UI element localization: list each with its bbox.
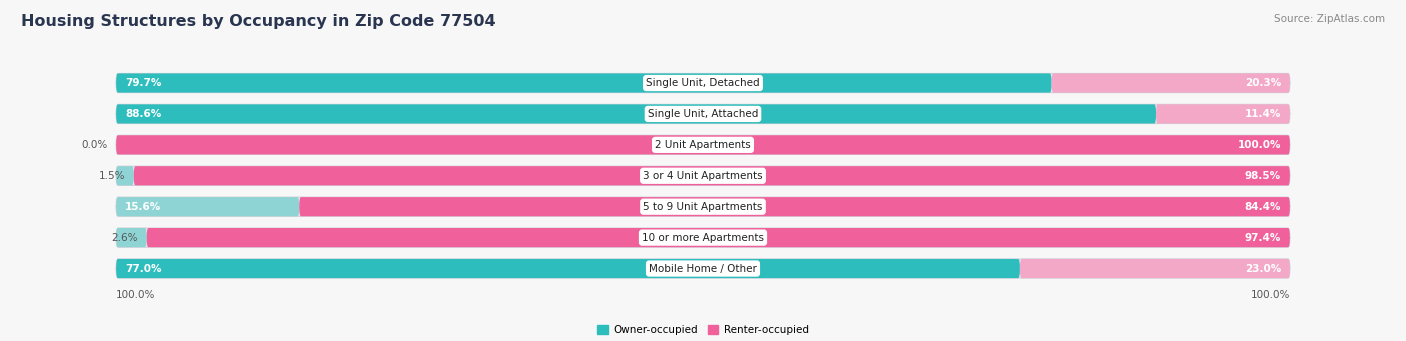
FancyBboxPatch shape — [117, 135, 1289, 154]
Text: 1.5%: 1.5% — [98, 171, 125, 181]
Text: 5 to 9 Unit Apartments: 5 to 9 Unit Apartments — [644, 202, 762, 212]
Text: 20.3%: 20.3% — [1244, 78, 1281, 88]
FancyBboxPatch shape — [117, 104, 1289, 123]
Legend: Owner-occupied, Renter-occupied: Owner-occupied, Renter-occupied — [593, 321, 813, 339]
Text: 100.0%: 100.0% — [1237, 140, 1281, 150]
FancyBboxPatch shape — [299, 197, 1289, 216]
Text: 0.0%: 0.0% — [82, 140, 107, 150]
FancyBboxPatch shape — [117, 166, 1289, 186]
Text: 84.4%: 84.4% — [1244, 202, 1281, 212]
FancyBboxPatch shape — [117, 104, 1156, 123]
FancyBboxPatch shape — [117, 166, 134, 186]
Text: Single Unit, Detached: Single Unit, Detached — [647, 78, 759, 88]
FancyBboxPatch shape — [117, 197, 299, 216]
FancyBboxPatch shape — [134, 166, 1289, 186]
FancyBboxPatch shape — [117, 228, 1289, 247]
Text: 100.0%: 100.0% — [1250, 290, 1289, 299]
Text: 100.0%: 100.0% — [117, 290, 156, 299]
Text: 79.7%: 79.7% — [125, 78, 162, 88]
Text: 97.4%: 97.4% — [1244, 233, 1281, 242]
Text: 98.5%: 98.5% — [1244, 171, 1281, 181]
FancyBboxPatch shape — [117, 197, 1289, 216]
FancyBboxPatch shape — [117, 135, 1289, 154]
Text: 2 Unit Apartments: 2 Unit Apartments — [655, 140, 751, 150]
Text: 23.0%: 23.0% — [1244, 264, 1281, 273]
FancyBboxPatch shape — [1156, 104, 1289, 123]
FancyBboxPatch shape — [1052, 73, 1289, 93]
FancyBboxPatch shape — [117, 228, 146, 247]
Text: 2.6%: 2.6% — [111, 233, 138, 242]
FancyBboxPatch shape — [117, 73, 1289, 93]
Text: 15.6%: 15.6% — [125, 202, 162, 212]
Text: 3 or 4 Unit Apartments: 3 or 4 Unit Apartments — [643, 171, 763, 181]
Text: Mobile Home / Other: Mobile Home / Other — [650, 264, 756, 273]
FancyBboxPatch shape — [117, 259, 1019, 278]
FancyBboxPatch shape — [117, 73, 1052, 93]
FancyBboxPatch shape — [117, 259, 1289, 278]
FancyBboxPatch shape — [146, 228, 1289, 247]
Text: 88.6%: 88.6% — [125, 109, 162, 119]
FancyBboxPatch shape — [1019, 259, 1289, 278]
Text: 77.0%: 77.0% — [125, 264, 162, 273]
Text: 10 or more Apartments: 10 or more Apartments — [643, 233, 763, 242]
Text: Single Unit, Attached: Single Unit, Attached — [648, 109, 758, 119]
Text: Source: ZipAtlas.com: Source: ZipAtlas.com — [1274, 14, 1385, 24]
Text: 11.4%: 11.4% — [1244, 109, 1281, 119]
Text: Housing Structures by Occupancy in Zip Code 77504: Housing Structures by Occupancy in Zip C… — [21, 14, 496, 29]
